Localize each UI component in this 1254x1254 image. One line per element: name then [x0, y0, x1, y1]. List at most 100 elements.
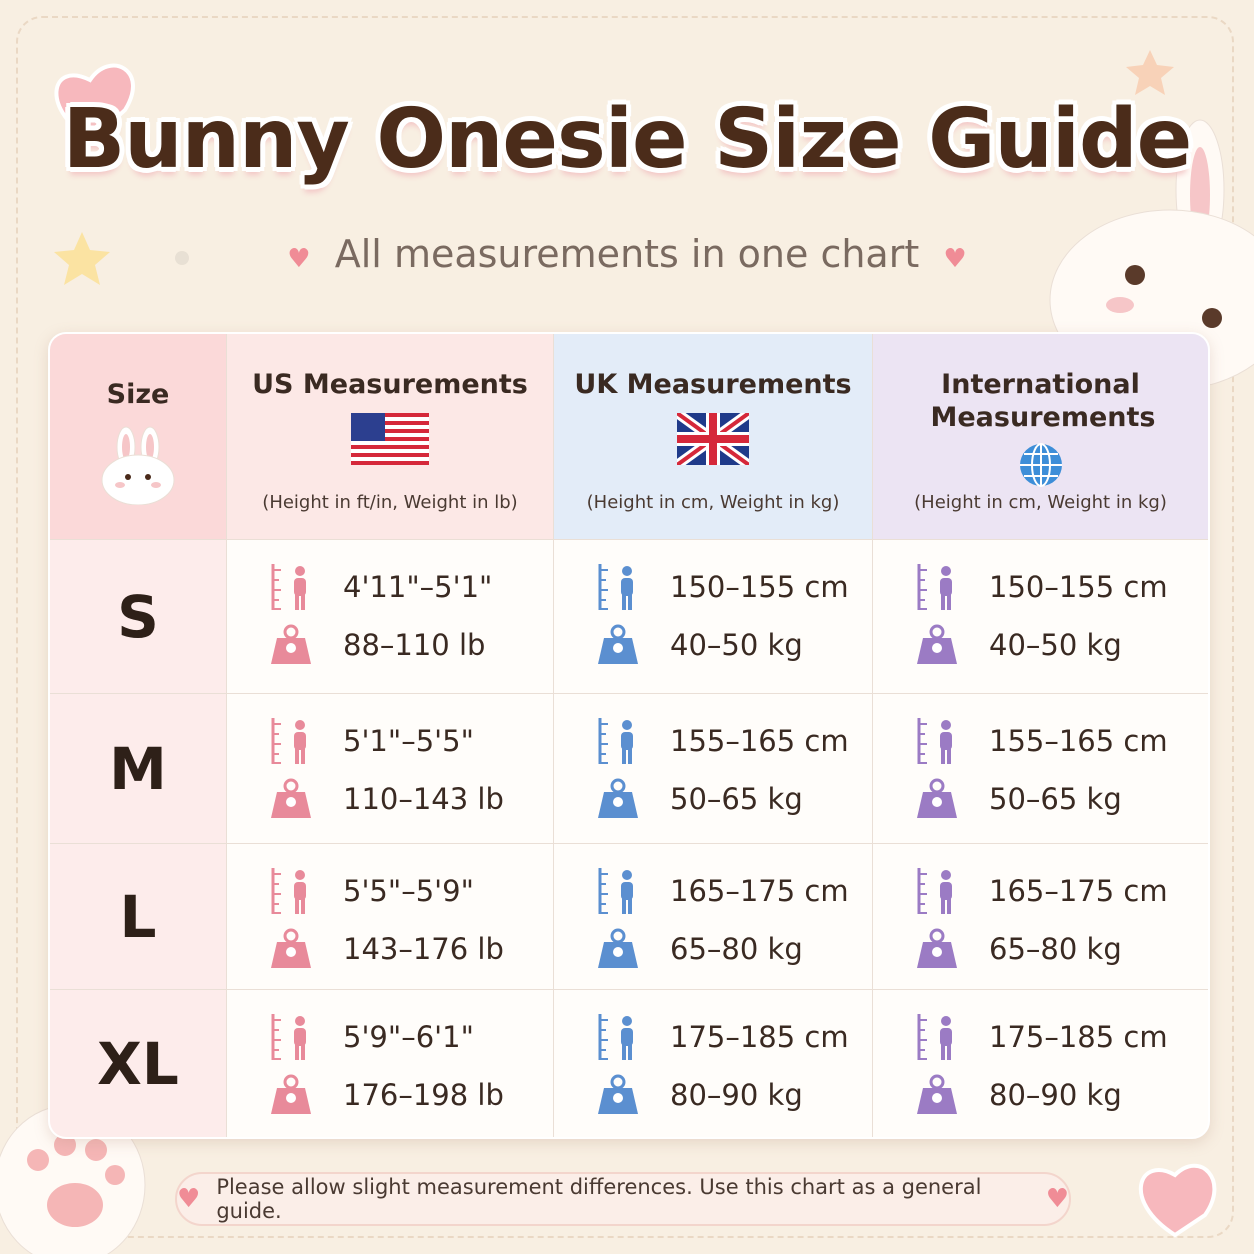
- weight-value: 40–50 kg: [989, 628, 1122, 662]
- weight-value: 65–80 kg: [989, 932, 1122, 966]
- column-title: International Measurements: [930, 369, 1156, 433]
- bunny-icon: [101, 426, 175, 505]
- height-value: 150–155 cm: [989, 570, 1168, 604]
- weight-value: 110–143 lb: [343, 782, 504, 816]
- height-line: 4'11"–5'1": [269, 562, 492, 612]
- height-line: 5'9"–6'1": [269, 1012, 474, 1062]
- weight-value: 176–198 lb: [343, 1078, 504, 1112]
- uk-flag: [677, 413, 749, 465]
- size-cell: M: [50, 694, 227, 844]
- measure-cell: 5'5"–5'9" 143–176 lb: [227, 844, 554, 990]
- weight-icon: [598, 778, 638, 818]
- weight-line: 50–65 kg: [915, 778, 1122, 820]
- height-value: 155–165 cm: [670, 724, 849, 758]
- column-title: Size: [106, 379, 170, 410]
- height-icon: [917, 1014, 952, 1060]
- height-value: 175–185 cm: [670, 1020, 849, 1054]
- height-line: 5'1"–5'5": [269, 716, 474, 766]
- globe-icon: [1019, 443, 1062, 487]
- weight-icon: [271, 928, 311, 968]
- column-units: (Height in cm, Weight in kg): [586, 492, 840, 513]
- header-cell: Size: [50, 334, 227, 540]
- heart-icon: ♥: [943, 244, 967, 274]
- weight-line: 143–176 lb: [269, 928, 504, 970]
- size-cell: XL: [50, 990, 227, 1137]
- height-value: 5'1"–5'5": [343, 724, 474, 758]
- measure-cell: 5'9"–6'1" 176–198 lb: [227, 990, 554, 1137]
- heart-icon: ♥: [177, 1184, 201, 1214]
- measure-cell: 165–175 cm 65–80 kg: [873, 844, 1208, 990]
- heart-icon: ♥: [1045, 1184, 1069, 1214]
- weight-icon: [917, 624, 957, 664]
- height-icon: [917, 868, 952, 914]
- height-icon: [598, 1014, 633, 1060]
- height-icon: [598, 564, 633, 610]
- weight-icon: [598, 1074, 638, 1114]
- weight-line: 40–50 kg: [596, 624, 803, 666]
- subtitle: ♥ All measurements in one chart ♥: [0, 232, 1254, 276]
- weight-line: 40–50 kg: [915, 624, 1122, 666]
- us-flag: [351, 413, 429, 465]
- weight-line: 176–198 lb: [269, 1074, 504, 1116]
- weight-value: 50–65 kg: [670, 782, 803, 816]
- header-cell: International Measurements (Height in cm…: [873, 334, 1208, 540]
- weight-icon: [917, 778, 957, 818]
- height-line: 150–155 cm: [596, 562, 849, 612]
- height-line: 150–155 cm: [915, 562, 1168, 612]
- height-value: 4'11"–5'1": [343, 570, 493, 604]
- height-value: 155–165 cm: [989, 724, 1168, 758]
- dot-deco: [175, 251, 189, 265]
- weight-line: 88–110 lb: [269, 624, 485, 666]
- column-units: (Height in cm, Weight in kg): [914, 492, 1167, 513]
- column-title: UK Measurements: [574, 369, 852, 400]
- header-cell: US Measurements (Height in ft/in, Weight…: [227, 334, 554, 540]
- measure-cell: 5'1"–5'5" 110–143 lb: [227, 694, 554, 844]
- height-line: 165–175 cm: [596, 866, 849, 916]
- note-text: Please allow slight measurement differen…: [216, 1175, 982, 1223]
- frame: [16, 16, 1234, 1238]
- height-icon: [271, 718, 306, 764]
- column-title: US Measurements: [252, 369, 528, 400]
- height-line: 175–185 cm: [915, 1012, 1168, 1062]
- height-icon: [271, 564, 306, 610]
- height-line: 165–175 cm: [915, 866, 1168, 916]
- heart-deco: [1138, 1163, 1217, 1238]
- weight-icon: [917, 928, 957, 968]
- height-icon: [598, 868, 633, 914]
- measure-cell: 150–155 cm 40–50 kg: [554, 540, 873, 694]
- heart-deco: [54, 63, 135, 143]
- weight-icon: [271, 1074, 311, 1114]
- size-table: Size US Measurements (Height in ft/in, W…: [48, 332, 1210, 1139]
- weight-value: 80–90 kg: [670, 1078, 803, 1112]
- height-icon: [917, 564, 952, 610]
- height-value: 5'9"–6'1": [343, 1020, 474, 1054]
- weight-value: 80–90 kg: [989, 1078, 1122, 1112]
- weight-icon: [598, 928, 638, 968]
- measure-cell: 150–155 cm 40–50 kg: [873, 540, 1208, 694]
- height-line: 155–165 cm: [596, 716, 849, 766]
- height-line: 175–185 cm: [596, 1012, 849, 1062]
- column-units: (Height in ft/in, Weight in lb): [262, 492, 518, 513]
- weight-line: 80–90 kg: [596, 1074, 803, 1116]
- weight-value: 143–176 lb: [343, 932, 504, 966]
- height-value: 175–185 cm: [989, 1020, 1168, 1054]
- weight-icon: [598, 624, 638, 664]
- height-line: 5'5"–5'9": [269, 866, 474, 916]
- weight-line: 65–80 kg: [596, 928, 803, 970]
- header-cell: UK Measurements (Height in cm, Weight in…: [554, 334, 873, 540]
- height-value: 150–155 cm: [670, 570, 849, 604]
- star-deco: [1126, 50, 1174, 95]
- measure-cell: 175–185 cm 80–90 kg: [873, 990, 1208, 1137]
- heart-icon: ♥: [287, 244, 311, 274]
- height-value: 165–175 cm: [989, 874, 1168, 908]
- height-icon: [271, 868, 306, 914]
- height-line: 155–165 cm: [915, 716, 1168, 766]
- weight-icon: [271, 778, 311, 818]
- subtitle-text: All measurements in one chart: [334, 232, 920, 276]
- weight-icon: [271, 624, 311, 664]
- weight-line: 50–65 kg: [596, 778, 803, 820]
- footer-note: ♥ Please allow slight measurement differe…: [175, 1172, 1071, 1226]
- height-value: 165–175 cm: [670, 874, 849, 908]
- weight-value: 65–80 kg: [670, 932, 803, 966]
